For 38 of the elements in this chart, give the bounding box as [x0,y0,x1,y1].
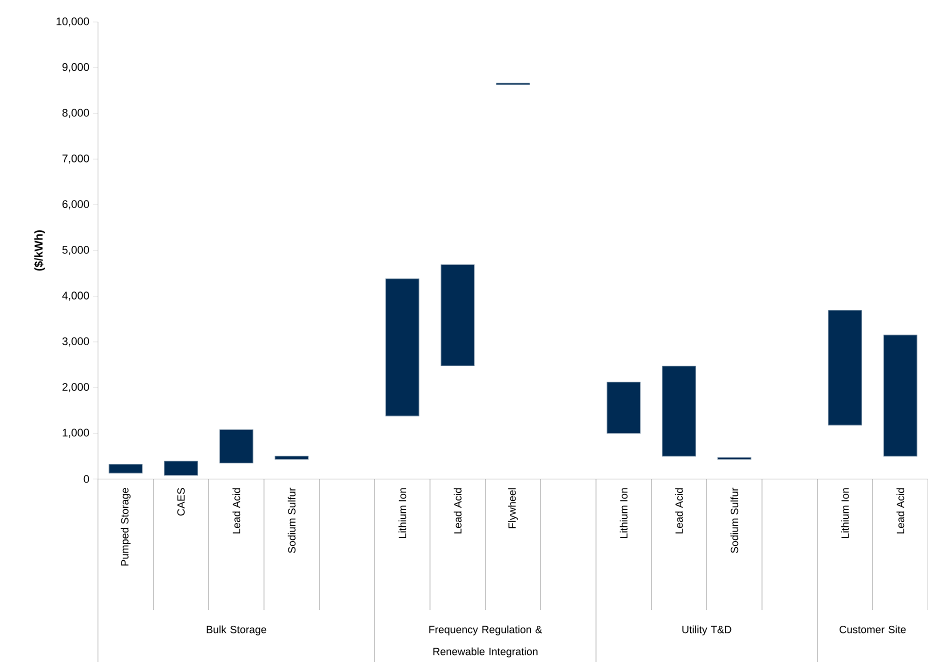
bar [440,264,475,366]
bar [274,456,309,460]
y-tick-label: 7,000 [62,154,90,164]
x-tick-label: Lead Acid [896,488,904,534]
x-tick-label: Sodium Sulfur [730,488,738,554]
bar [385,278,420,416]
y-tick-label: 8,000 [62,108,90,118]
text: Bulk Storage [206,626,266,636]
y-tick-label: 5,000 [62,246,90,256]
y-tick-label: 4,000 [62,292,90,301]
y-tick-label: 2,000 [62,383,90,392]
text: Utility T&D [682,626,732,636]
x-tick-label: CAES [177,488,185,516]
x-tick-label: Pumped Storage [120,488,131,566]
bar [108,464,143,474]
y-tick-label: 0 [84,475,90,483]
y-tick-label: 6,000 [62,200,90,210]
bar [662,366,696,456]
bar [219,429,254,464]
x-tick-label: Flywheel [508,488,518,528]
bar [164,460,198,476]
x-tick-label: Lead Acid [675,488,683,534]
y-axis-title: ($/kWh) [34,230,45,271]
bar [606,382,641,434]
x-tick-label: Lithium Ion [841,488,849,538]
bar [828,310,862,426]
x-tick-label: Lead Acid [232,488,240,534]
y-tick-label: 10,000 [56,17,90,27]
x-tick-label: Lead Acid [454,488,462,534]
y-tick-label: 9,000 [62,63,90,72]
text: Frequency Regulation & Renewable Integration [429,626,542,658]
x-tick-label: Sodium Sulfur [288,488,296,554]
y-tick-label: 3,000 [62,337,90,346]
x-tick-label: Lithium Ion [398,488,406,538]
y-tick-label: 1,000 [62,428,90,438]
bar [883,334,918,456]
text: Customer Site [840,626,906,634]
x-tick-label: Lithium Ion [620,488,628,538]
